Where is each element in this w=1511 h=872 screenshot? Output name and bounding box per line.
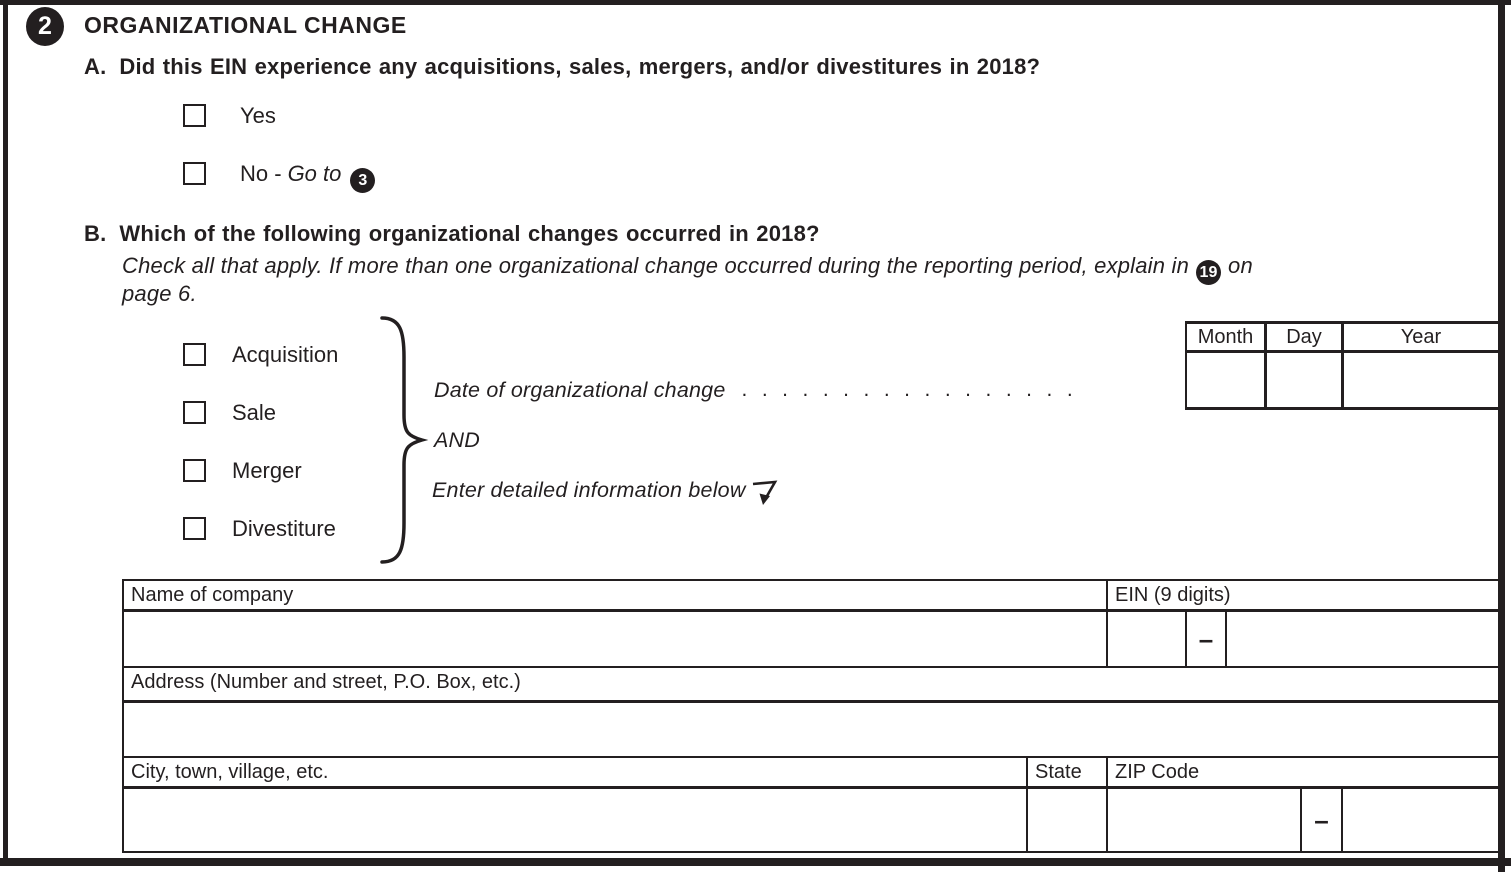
goto-section-3-badge: 3: [350, 168, 376, 193]
question-b-text: Which of the following organizational ch…: [119, 221, 820, 246]
enter-detail-label: Enter detailed information below: [432, 478, 746, 502]
zip-code-label: ZIP Code: [1108, 758, 1498, 786]
no-label-text: No -: [240, 161, 282, 186]
state-input[interactable]: [1028, 789, 1106, 851]
zip5-input[interactable]: [1108, 789, 1300, 851]
checkbox-no[interactable]: [183, 162, 206, 185]
question-a-letter: A.: [84, 54, 107, 79]
section-divider-bar: [0, 858, 1511, 866]
checkbox-acquisition-label: Acquisition: [232, 342, 339, 367]
checkbox-yes-label: Yes: [240, 103, 276, 128]
date-of-change-line: Date of organizational change...........…: [434, 378, 1087, 403]
enter-detail-line: Enter detailed information below: [432, 477, 780, 507]
city-input[interactable]: [124, 789, 1026, 851]
name-of-company-label: Name of company: [124, 581, 1106, 609]
question-a: A. Did this EIN experience any acquisitio…: [84, 54, 1040, 80]
checkbox-sale-label: Sale: [232, 400, 277, 425]
curly-brace: [380, 316, 429, 564]
company-name-input[interactable]: [124, 612, 1106, 666]
instruction-text-before: Check all that apply. If more than one o…: [122, 253, 1190, 278]
page-border-top: [0, 0, 1511, 5]
section-number-badge: 2: [26, 7, 64, 46]
date-of-change-label: Date of organizational change: [434, 378, 726, 402]
checkbox-yes[interactable]: [183, 104, 206, 127]
checkbox-divestiture-label: Divestiture: [232, 516, 336, 541]
ein-prefix-input[interactable]: [1108, 612, 1185, 666]
city-label: City, town, village, etc.: [124, 758, 1026, 786]
checkbox-acquisition[interactable]: [183, 343, 206, 366]
instruction-text-after: on: [1228, 253, 1253, 278]
question-b-instruction-line1: Check all that apply. If more than one o…: [122, 253, 1253, 285]
checkbox-merger-label: Merger: [232, 458, 302, 483]
page-border-left: [3, 0, 8, 866]
section-title: ORGANIZATIONAL CHANGE: [84, 12, 407, 38]
year-header: Year: [1344, 324, 1498, 350]
ein-separator: –: [1187, 612, 1225, 666]
day-input[interactable]: [1267, 353, 1341, 407]
ein-suffix-input[interactable]: [1227, 612, 1498, 666]
remarks-19-badge: 19: [1196, 260, 1222, 285]
checkbox-merger[interactable]: [183, 459, 206, 482]
and-label: AND: [434, 428, 480, 452]
year-input[interactable]: [1344, 353, 1498, 407]
state-label: State: [1028, 758, 1106, 786]
address-input[interactable]: [124, 703, 1498, 756]
month-input[interactable]: [1187, 353, 1264, 407]
day-header: Day: [1267, 324, 1341, 350]
question-a-text: Did this EIN experience any acquisitions…: [119, 54, 1041, 79]
date-of-change-table: Month Day Year: [1185, 321, 1500, 410]
address-label: Address (Number and street, P.O. Box, et…: [124, 668, 1498, 700]
zip4-input[interactable]: [1343, 789, 1498, 851]
ein-label: EIN (9 digits): [1108, 581, 1498, 609]
checkbox-no-label: No - Go to 3: [240, 161, 376, 193]
checkbox-sale[interactable]: [183, 401, 206, 424]
checkbox-divestiture[interactable]: [183, 517, 206, 540]
down-arrow-icon: [752, 480, 777, 505]
question-b-letter: B.: [84, 221, 107, 246]
question-b: B. Which of the following organizational …: [84, 221, 820, 247]
goto-text: Go to: [287, 161, 342, 186]
zip-separator: –: [1302, 789, 1341, 851]
page-border-right: [1498, 0, 1505, 872]
dot-leaders: .................: [741, 378, 1088, 401]
month-header: Month: [1187, 324, 1264, 350]
company-detail-table: Name of company EIN (9 digits) – Address…: [122, 579, 1500, 853]
question-b-instruction-line2: page 6.: [122, 281, 197, 306]
